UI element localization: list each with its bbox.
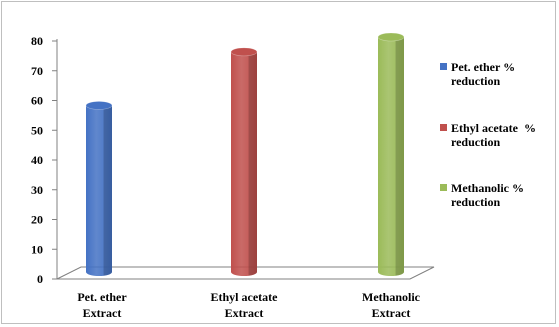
legend-label-line-2: reduction (451, 74, 501, 88)
bar-body (86, 105, 112, 276)
y-tick-label: 70 (31, 64, 43, 78)
y-tick-label: 40 (31, 153, 43, 167)
y-tick-label: 30 (31, 183, 43, 197)
chart-floor (56, 266, 435, 280)
legend-label-line-2: reduction (451, 135, 501, 149)
x-category-label: Pet. ether (77, 290, 127, 304)
x-category-label: Extract (372, 306, 411, 320)
bar-body (378, 37, 404, 276)
legend-swatch-methanolic (440, 184, 447, 191)
x-category-label: Extract (225, 306, 264, 320)
legend-swatch-pet-ether (440, 63, 447, 70)
bar-top (85, 101, 113, 110)
y-tick-label: 60 (31, 94, 43, 108)
legend-label-line-1: Ethyl acetate % (451, 121, 536, 135)
bar-shade (248, 51, 257, 276)
y-tick-label: 20 (31, 213, 43, 227)
bar-top (230, 47, 258, 57)
bar-cylinder (230, 47, 258, 276)
bar-body (231, 51, 257, 276)
bar-cylinder (377, 32, 405, 276)
bar-shade (395, 37, 404, 276)
legend-swatch-ethyl-acetate (440, 124, 447, 131)
x-category-label: Methanolic (362, 290, 421, 304)
y-tick-label: 50 (31, 123, 43, 137)
legend-label-line-1: Pet. ether % (451, 60, 516, 74)
legend-label-line-1: Methanolic % (451, 181, 524, 195)
bar-shade (103, 105, 112, 276)
y-tick-label: 0 (37, 272, 43, 286)
bar-cylinder (85, 101, 113, 276)
x-category-label: Extract (83, 306, 122, 320)
legend-label-line-2: reduction (451, 195, 501, 209)
x-category-label: Ethyl acetate (211, 290, 279, 304)
bar-top (377, 32, 405, 42)
y-tick-label: 80 (31, 34, 43, 48)
y-tick-label: 10 (31, 242, 43, 256)
